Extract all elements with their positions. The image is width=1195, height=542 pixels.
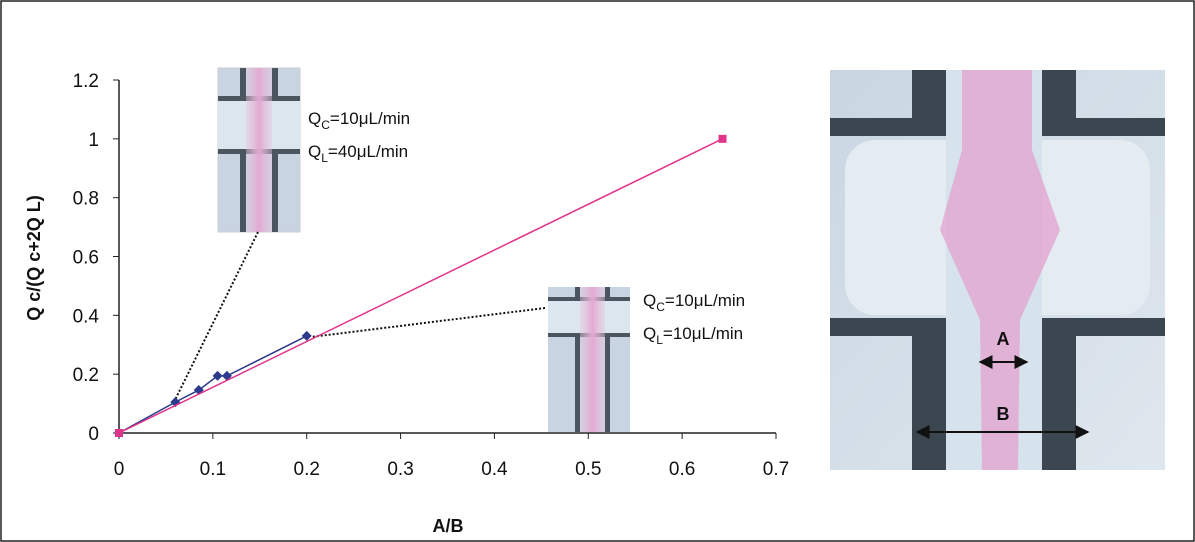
- marker: [212, 370, 223, 381]
- marker: [301, 330, 312, 341]
- annotation-part: =10μL/min: [663, 324, 743, 343]
- y-tick-label: 0.6: [73, 248, 99, 269]
- annotation-part: =10μL/min: [665, 291, 745, 310]
- annotation-part: Q: [308, 109, 321, 128]
- x-tick-label: 0.4: [481, 459, 508, 480]
- annotation: QL=40μL/min: [308, 142, 408, 165]
- photo: [830, 70, 1165, 470]
- y-tick-label: 1.2: [73, 71, 99, 92]
- y-tick-label: 1: [88, 130, 99, 151]
- photo-label: B: [997, 404, 1010, 424]
- connector: [174, 231, 259, 401]
- annotation-part: L: [656, 333, 663, 347]
- y-tick-label: 0: [88, 424, 99, 445]
- photo-label: A: [997, 329, 1010, 349]
- annotation: QC=10μL/min: [643, 291, 745, 314]
- x-tick-label: 0.7: [763, 459, 789, 480]
- annotation-part: Q: [643, 324, 656, 343]
- annotation: QL=10μL/min: [643, 324, 743, 347]
- series-line: [118, 138, 723, 434]
- y-tick-label: 0.4: [73, 306, 100, 327]
- annotation-part: L: [321, 151, 328, 165]
- annotation-part: C: [321, 118, 330, 132]
- series-line: [118, 335, 308, 434]
- marker: [115, 429, 123, 437]
- annotation-part: =40μL/min: [328, 142, 408, 161]
- y-tick-label: 0.8: [73, 189, 99, 210]
- x-tick-label: 0.2: [294, 459, 320, 480]
- x-axis-title: A/B: [433, 516, 464, 536]
- connector: [310, 307, 546, 338]
- annotation-part: Q: [643, 291, 656, 310]
- x-tick-label: 0.5: [575, 459, 601, 480]
- x-tick-label: 0.3: [387, 459, 413, 480]
- y-axis-title: Q c/(Q c+2Q L): [24, 195, 44, 321]
- annotation-part: C: [656, 300, 665, 314]
- marker: [718, 134, 727, 143]
- inset-image: [548, 287, 630, 432]
- y-tick-label: 0.2: [73, 365, 99, 386]
- annotation-part: Q: [308, 142, 321, 161]
- annotation: QC=10μL/min: [308, 109, 410, 132]
- annotation-part: =10μL/min: [330, 109, 410, 128]
- inset-image: [217, 67, 301, 233]
- x-tick-label: 0.6: [669, 459, 695, 480]
- x-tick-label: 0.1: [200, 459, 226, 480]
- x-tick-label: 0: [114, 459, 125, 480]
